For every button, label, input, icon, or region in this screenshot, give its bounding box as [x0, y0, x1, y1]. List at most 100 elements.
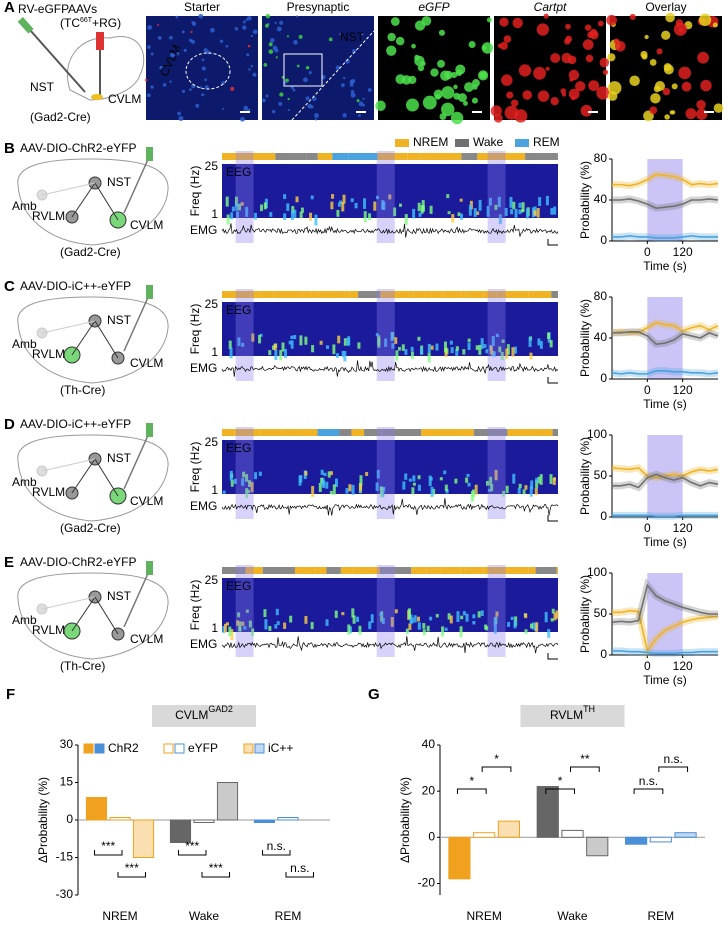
spectro-band	[451, 214, 455, 223]
cell	[569, 77, 574, 82]
cell	[567, 55, 577, 65]
region-label: Amb	[12, 337, 37, 351]
bar	[216, 782, 239, 821]
syringe-body	[146, 561, 153, 575]
spectro-band	[336, 209, 340, 217]
cell	[434, 93, 441, 100]
series-line	[612, 198, 719, 210]
cell	[358, 101, 364, 107]
x-axis-label: Time (s)	[643, 259, 687, 273]
syringe	[123, 292, 151, 352]
bar	[473, 832, 496, 838]
spectro-band	[483, 344, 487, 349]
spectro-band	[322, 479, 326, 488]
spectro-band	[268, 350, 272, 356]
region-label: NST	[30, 80, 55, 94]
cell	[247, 44, 251, 48]
spectro-band	[299, 475, 303, 483]
region-label: RVLM	[32, 347, 65, 361]
spectro-band	[281, 342, 285, 352]
y-tick-label: 0	[600, 371, 607, 385]
spectro-band	[529, 623, 533, 629]
spectro-band	[291, 206, 295, 214]
spectro-band	[450, 347, 454, 354]
spectro-band	[443, 470, 447, 475]
panel-label: D	[4, 416, 15, 433]
series-line	[612, 473, 719, 489]
cell	[342, 113, 347, 118]
cell	[629, 75, 640, 87]
cell	[506, 91, 514, 99]
spectro-band	[500, 351, 504, 360]
cell	[357, 114, 361, 117]
hypnogram-seg	[556, 567, 558, 574]
cell	[181, 89, 186, 94]
freq-tick: 1	[211, 207, 218, 221]
cell	[268, 49, 274, 54]
cell	[405, 98, 419, 112]
spectro-band	[537, 338, 541, 346]
stim-window	[647, 159, 683, 241]
spectro-band	[459, 198, 463, 202]
cell	[263, 63, 268, 67]
legend-swatch	[243, 743, 254, 754]
spectro-band	[258, 334, 262, 344]
cell	[602, 69, 609, 75]
hypnogram-seg	[432, 429, 460, 436]
freq-label: Freq (Hz)	[188, 580, 202, 631]
hypnogram-seg	[222, 429, 235, 436]
cell	[650, 93, 661, 104]
cell	[375, 100, 386, 111]
spectro-band	[334, 478, 338, 488]
legend-label: REM	[533, 135, 560, 149]
bar	[649, 836, 672, 843]
cell	[663, 64, 674, 75]
cell	[362, 97, 365, 100]
panel-label: C	[4, 278, 15, 295]
cell	[245, 18, 248, 22]
spectro-band	[229, 470, 233, 481]
bar	[448, 836, 471, 880]
spectro-band	[335, 353, 339, 358]
cell	[230, 86, 235, 91]
spectro-band	[245, 488, 249, 499]
spectro-band	[553, 206, 557, 215]
cell	[335, 65, 341, 71]
hypnogram-seg	[234, 429, 260, 436]
spectro-band	[258, 471, 262, 476]
cell	[303, 77, 308, 83]
cell	[307, 103, 312, 109]
y-tick-label: 80	[594, 289, 608, 303]
spectro-band	[402, 481, 406, 490]
stim-highlight	[487, 151, 506, 243]
spectro-band	[341, 612, 345, 616]
spectro-band	[486, 205, 490, 217]
cell	[417, 64, 425, 72]
hypnogram-seg	[344, 291, 350, 298]
stim-highlight	[235, 151, 254, 243]
spectro-band	[341, 350, 345, 358]
spectro-band	[524, 613, 528, 619]
spectro-band	[348, 484, 352, 492]
spectro-band	[497, 196, 501, 208]
cell	[274, 48, 279, 53]
spectro-band	[495, 611, 499, 617]
cell	[430, 68, 439, 77]
x-tick-label: 0	[644, 521, 651, 535]
spectro-band	[417, 475, 421, 480]
spectro-band	[286, 203, 290, 211]
spectro-band	[243, 626, 247, 630]
cell	[698, 13, 712, 27]
spectro-band	[237, 612, 241, 618]
cell	[343, 76, 346, 80]
significance-bracket	[117, 872, 147, 878]
spectro-band	[552, 478, 556, 485]
cell	[201, 66, 206, 71]
cell	[451, 71, 458, 79]
spectro-band	[413, 615, 417, 623]
bar	[85, 797, 108, 821]
cell	[387, 32, 396, 42]
cell	[395, 74, 406, 85]
syringe	[123, 154, 151, 214]
spectro-band	[346, 338, 350, 346]
